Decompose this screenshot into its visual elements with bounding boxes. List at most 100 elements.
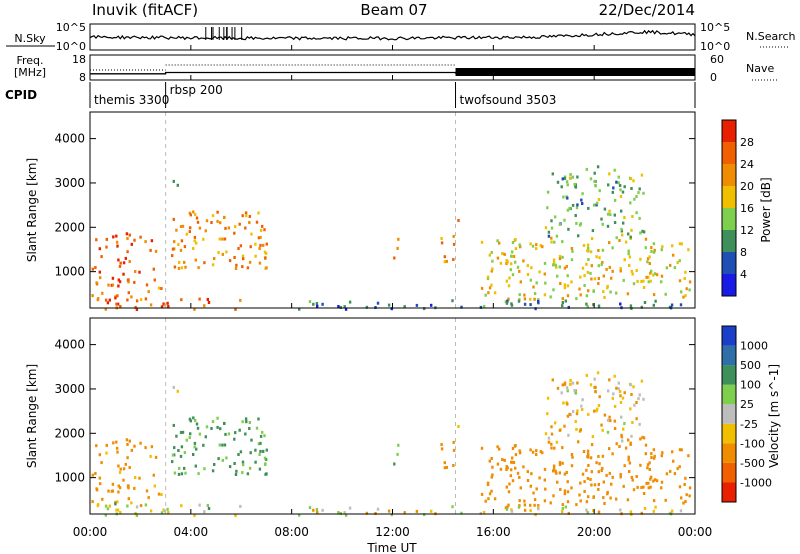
velocity-echo-cell [105,443,108,447]
power-echo-cell [127,280,130,284]
power-echo-cell [126,250,129,254]
velocity-echo-cell [595,409,598,413]
power-echo-cell [117,284,120,288]
freq-label: Freq. [16,54,43,67]
velocity-echo-cell [547,436,551,440]
power-echo-cell [623,258,626,262]
power-echo-cell [678,242,682,246]
power-colorbar-tick: 16 [740,202,754,215]
power-echo-cell [423,307,426,311]
power-echo-cell [119,305,122,308]
velocity-echo-map [91,318,692,517]
velocity-echo-cell [153,484,156,488]
velocity-echo-cell [650,452,653,456]
power-echo-cell [620,209,623,213]
velocity-echo-cell [171,460,174,464]
power-echo-cell [196,220,200,224]
velocity-echo-cell [543,478,546,482]
power-echo-cell [629,304,633,308]
velocity-echo-cell [128,439,131,443]
velocity-echo-cell [576,381,579,385]
power-echo-cell [650,269,653,273]
velocity-echo-cell [586,511,589,514]
power-echo-cell [298,307,301,311]
velocity-echo-cell [509,474,512,478]
velocity-echo-cell [566,480,569,484]
velocity-echo-cell [99,482,102,486]
noise-left-tick-bottom: 10^0 [56,40,86,53]
velocity-echo-cell [263,434,266,438]
power-echo-cell [619,188,622,192]
velocity-colorbar-frame [721,325,737,503]
power-echo-cell [585,294,589,298]
velocity-echo-cell [344,513,348,517]
velocity-echo-cell [147,496,150,500]
velocity-echo-cell [316,510,319,514]
power-echo-map [91,112,692,311]
power-echo-cell [592,289,595,293]
power-echo-cell [558,222,562,226]
velocity-echo-cell [673,472,677,476]
velocity-echo-cell [532,491,535,495]
velocity-echo-cell [596,371,600,375]
velocity-echo-cell [197,472,200,476]
velocity-echo-cell [582,450,586,453]
velocity-echo-cell [265,448,268,452]
power-echo-cell [198,297,201,301]
power-echo-cell [258,247,261,250]
power-echo-cell [518,298,521,302]
power-echo-cell [365,305,369,309]
velocity-echo-cell [91,473,94,477]
power-echo-cell [558,255,562,258]
velocity-echo-cell [244,432,247,436]
velocity-echo-cell [565,386,569,390]
power-echo-cell [105,237,108,241]
velocity-echo-cell [134,511,137,515]
velocity-echo-cell [246,472,250,476]
power-echo-cell [597,198,601,201]
power-echo-cell [217,251,220,255]
velocity-echo-cell [198,432,202,436]
power-echo-cell [619,267,622,270]
velocity-echo-cell [579,428,582,432]
power-echo-cell [245,214,248,218]
velocity-echo-cell [116,500,119,504]
velocity-echo-cell [578,493,581,497]
velocity-echo-cell [535,487,538,491]
velocity-echo-cell [480,446,484,450]
power-echo-cell [126,237,129,240]
velocity-echo-cell [257,442,261,446]
power-echo-cell [163,303,167,307]
velocity-echo-cell [460,511,463,515]
power-echo-cell [519,280,522,284]
velocity-echo-cell [679,509,683,513]
power-echo-cell [653,248,656,252]
power-echo-cell [259,235,262,239]
velocity-echo-cell [597,470,600,474]
velocity-echo-cell [396,452,399,456]
velocity-echo-cell [177,472,181,476]
velocity-echo-cell [601,454,605,458]
velocity-echo-cell [544,432,548,436]
power-echo-cell [603,296,606,299]
velocity-echo-cell [440,443,443,446]
cpid-mode-label: themis 3300 [94,93,169,107]
power-echo-cell [602,274,605,278]
power-echo-cell [559,282,562,285]
freq-right-tick-top: 60 [710,53,724,66]
power-echo-cell [114,296,117,300]
power-echo-cell [574,185,578,189]
power-echo-cell [580,198,583,202]
velocity-echo-cell [234,473,238,476]
velocity-echo-cell [563,492,567,496]
power-echo-cell [538,270,541,274]
velocity-echo-cell [669,469,672,473]
velocity-echo-cell [621,439,624,443]
velocity-echo-cell [312,508,315,512]
power-panel: 4000 3000 2000 1000 Slant Range [km] 28 24 20… [25,111,773,311]
velocity-echo-cell [265,472,268,476]
velocity-echo-cell [241,420,244,424]
velocity-echo-cell [124,462,127,466]
power-echo-cell [592,303,595,307]
power-echo-cell [180,266,184,270]
